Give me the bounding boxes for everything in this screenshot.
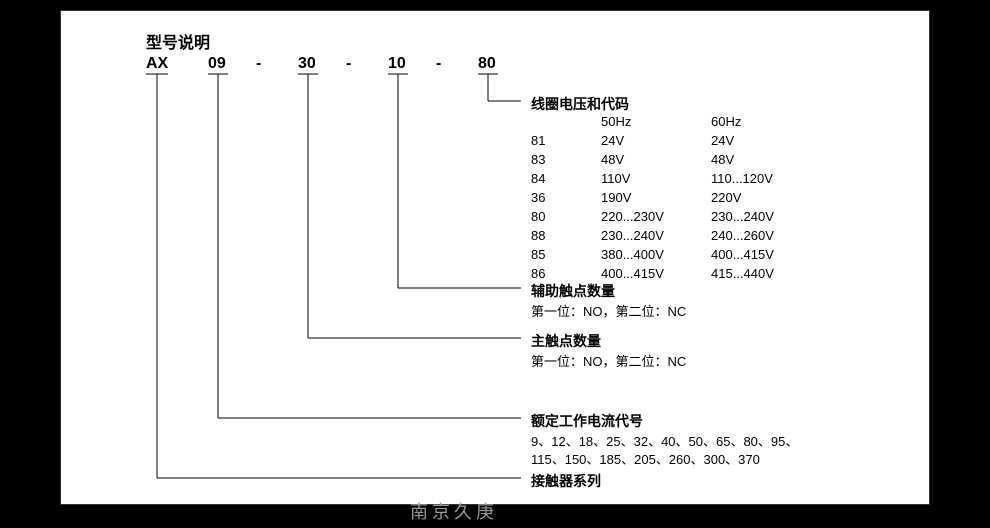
table-cell: 240...260V: [711, 228, 821, 243]
table-row: 88230...240V240...260V: [531, 228, 821, 247]
table-cell: 110...120V: [711, 171, 821, 186]
table-cell: 190V: [601, 190, 711, 205]
table-cell: 80: [531, 209, 601, 224]
table-cell: 230...240V: [601, 228, 711, 243]
table-row: 8124V24V: [531, 133, 821, 152]
table-row: 84110V110...120V: [531, 171, 821, 190]
table-cell: 380...400V: [601, 247, 711, 262]
table-cell: 36: [531, 190, 601, 205]
section-heading-current: 额定工作电流代号: [531, 411, 643, 431]
section-heading-coil: 线圈电压和代码: [531, 94, 629, 114]
table-cell: 84: [531, 171, 601, 186]
table-header-cell: 50Hz: [601, 114, 711, 129]
section-heading-main: 主触点数量: [531, 331, 601, 351]
table-row: 80220...230V230...240V: [531, 209, 821, 228]
table-cell: 415...440V: [711, 266, 821, 281]
table-cell: 400...415V: [711, 247, 821, 262]
table-cell: 230...240V: [711, 209, 821, 224]
table-cell: 220V: [711, 190, 821, 205]
model-segment: AX: [146, 55, 168, 73]
coil-voltage-table: 50Hz60Hz8124V24V8348V48V84110V110...120V…: [531, 114, 821, 285]
table-cell: 48V: [711, 152, 821, 167]
section-text-current: 9、12、18、25、32、40、50、65、80、95、: [531, 431, 798, 450]
table-cell: 24V: [711, 133, 821, 148]
diagram-title: 型号说明: [146, 29, 210, 53]
table-header-row: 50Hz60Hz: [531, 114, 821, 133]
model-segment: -: [256, 55, 261, 73]
table-cell: 86: [531, 266, 601, 281]
table-cell: 48V: [601, 152, 711, 167]
model-segment: -: [436, 55, 441, 73]
table-cell: 24V: [601, 133, 711, 148]
table-cell: 83: [531, 152, 601, 167]
model-segment: 80: [478, 55, 496, 73]
section-heading-series: 接触器系列: [531, 471, 601, 491]
model-segment: -: [346, 55, 351, 73]
table-cell: 85: [531, 247, 601, 262]
section-text-aux: 第一位：NO，第二位：NC: [531, 301, 686, 320]
section-text-main: 第一位：NO，第二位：NC: [531, 351, 686, 370]
table-cell: 110V: [601, 171, 711, 186]
table-row: 85380...400V400...415V: [531, 247, 821, 266]
table-cell: 88: [531, 228, 601, 243]
table-header-cell: 60Hz: [711, 114, 821, 129]
model-segment: 10: [388, 55, 406, 73]
table-cell: 220...230V: [601, 209, 711, 224]
section-text2-current: 115、150、185、205、260、300、370: [531, 449, 760, 468]
table-row: 36190V220V: [531, 190, 821, 209]
section-heading-aux: 辅助触点数量: [531, 281, 615, 301]
table-cell: 81: [531, 133, 601, 148]
model-segment: 09: [208, 55, 226, 73]
table-cell: 400...415V: [601, 266, 711, 281]
table-row: 8348V48V: [531, 152, 821, 171]
diagram-panel: 型号说明AX09-30-10-80线圈电压和代码50Hz60Hz8124V24V…: [60, 10, 930, 505]
model-segment: 30: [298, 55, 316, 73]
watermark-text: 南京久庚: [410, 498, 498, 524]
